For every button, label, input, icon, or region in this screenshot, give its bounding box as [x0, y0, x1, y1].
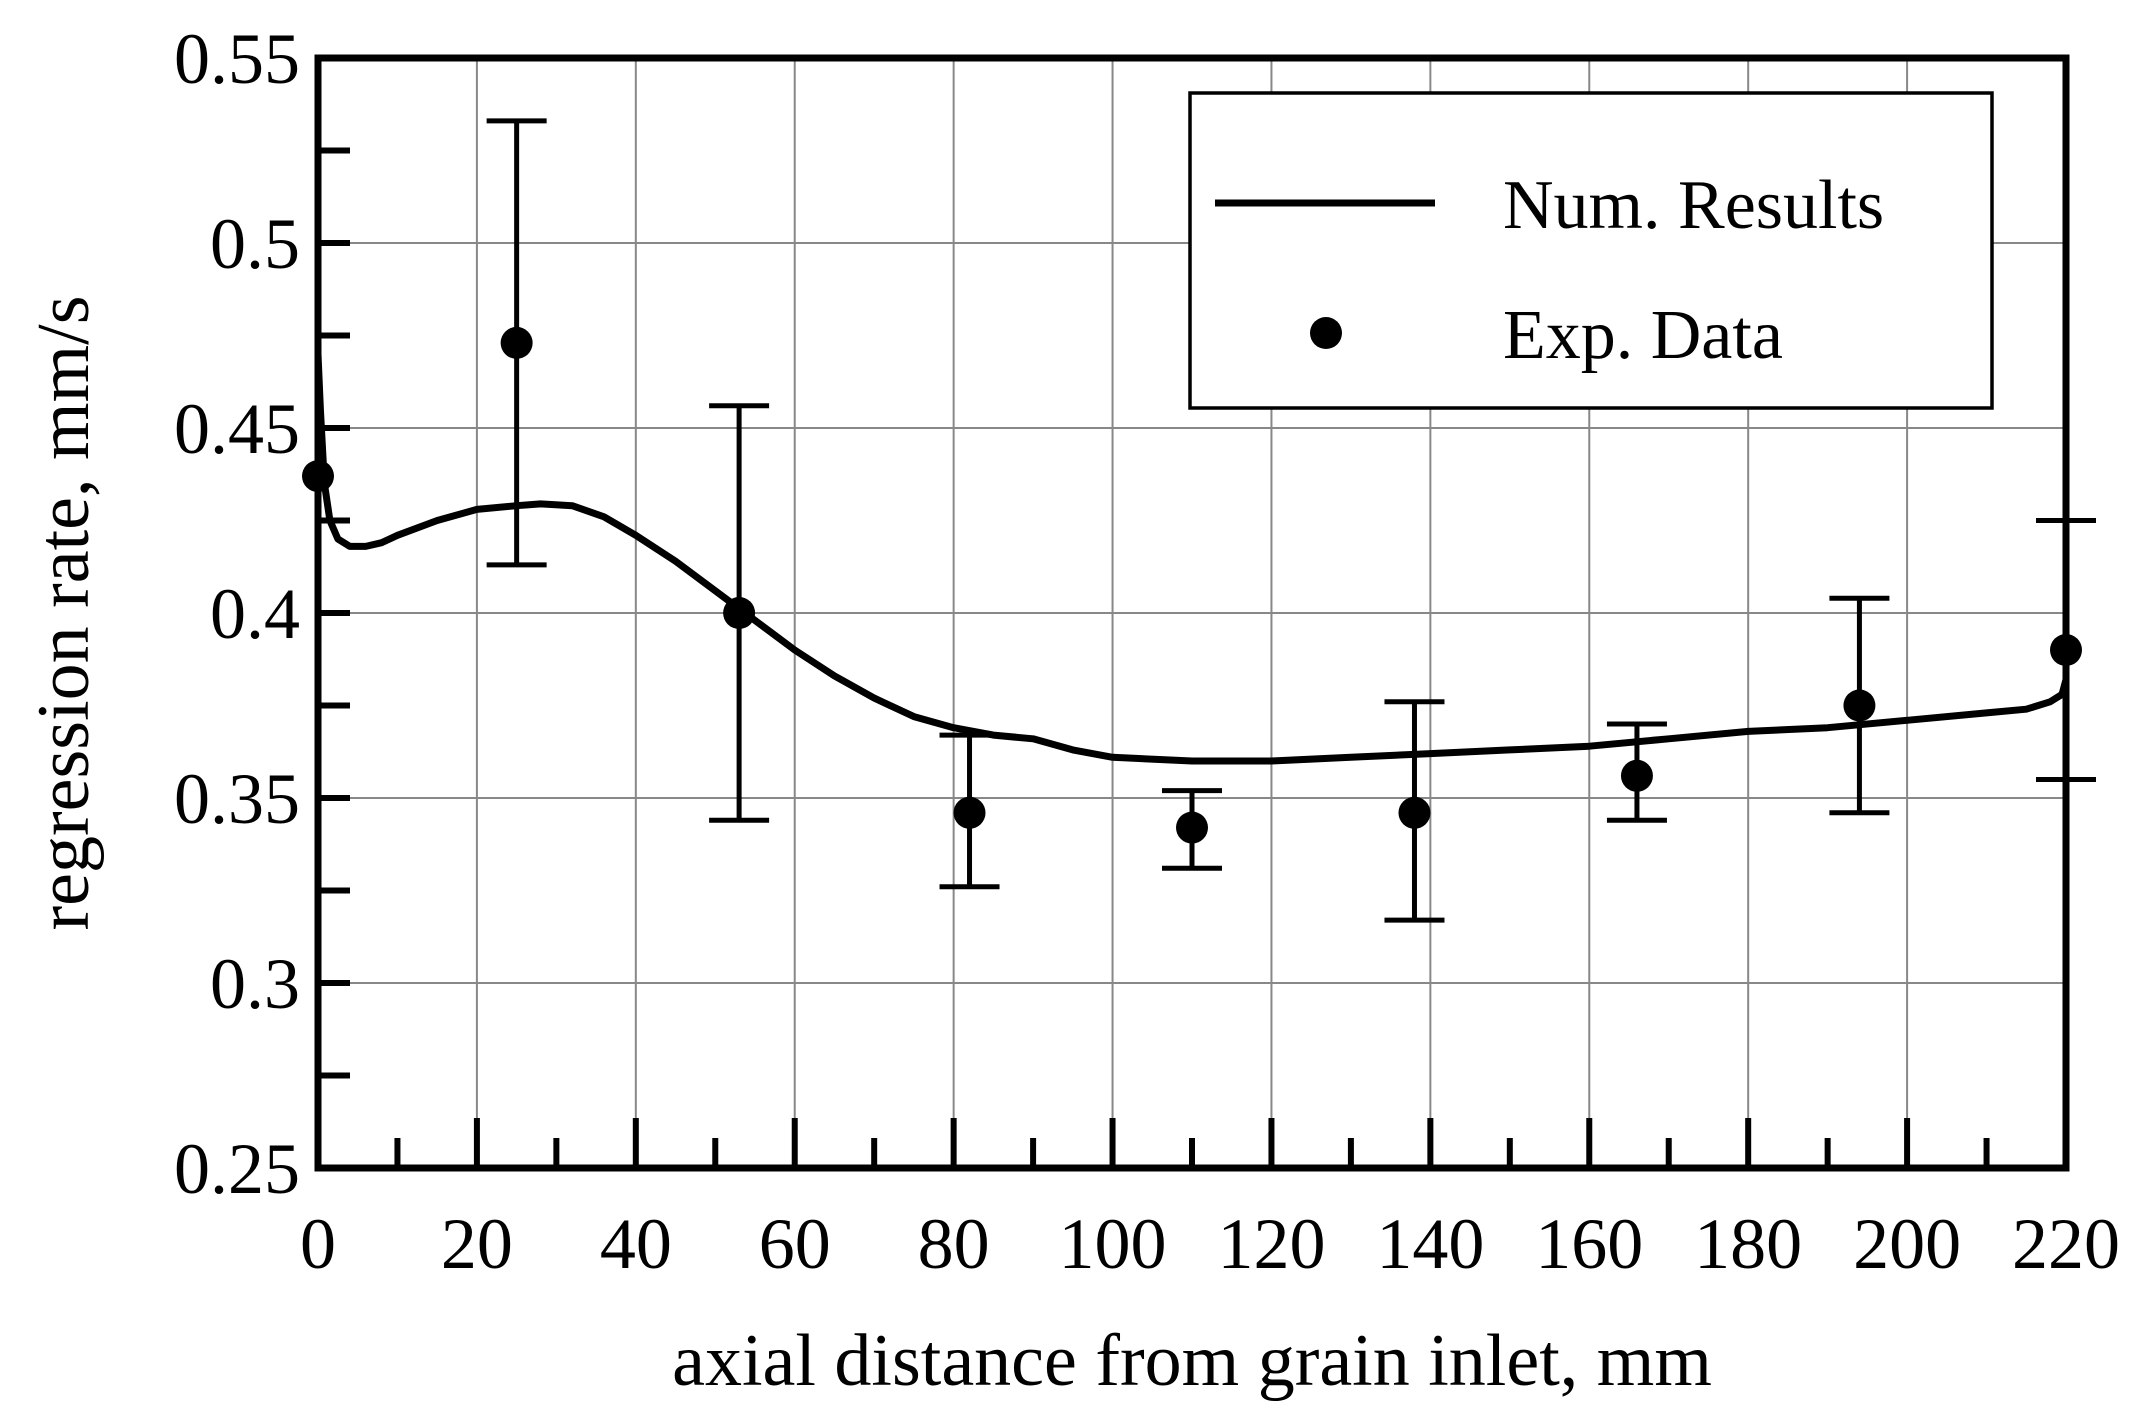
y-tick-label: 0.4 [210, 574, 300, 654]
data-point [953, 796, 986, 829]
x-tick-label: 0 [300, 1204, 336, 1284]
legend: Num. Results Exp. Data [1188, 91, 1994, 410]
y-tick-label: 0.45 [174, 389, 300, 469]
series-num-results [314, 350, 2070, 765]
y-tick-label: 0.3 [210, 944, 300, 1024]
data-point [500, 326, 533, 359]
y-tick-label: 0.55 [174, 19, 300, 99]
tick-marks [315, 55, 2069, 1171]
x-tick-label: 20 [441, 1204, 513, 1284]
x-tick-label: 220 [2012, 1204, 2120, 1284]
x-tick-label: 100 [1059, 1204, 1167, 1284]
y-tick-label: 0.5 [210, 204, 300, 284]
legend-box [1188, 91, 1994, 410]
x-tick-label: 60 [759, 1204, 831, 1284]
x-tick-label: 40 [600, 1204, 672, 1284]
y-tick-label: 0.25 [174, 1129, 300, 1209]
legend-label-exp-data: Exp. Data [1503, 297, 1783, 374]
data-point [723, 597, 756, 629]
x-tick-label: 120 [1217, 1204, 1325, 1284]
y-axis-label: regression rate, mm/s [23, 296, 105, 931]
line-num-results [314, 350, 2070, 765]
x-tick-label: 180 [1694, 1204, 1802, 1284]
x-tick-labels: 0 20 40 60 80 100 120 140 160 180 200 220 [300, 1204, 2120, 1284]
x-tick-label: 140 [1376, 1204, 1484, 1284]
y-tick-labels: 0.25 0.3 0.35 0.4 0.45 0.5 0.55 [174, 19, 300, 1209]
legend-swatch-exp-data [1310, 317, 1342, 349]
y-tick-label: 0.35 [174, 759, 300, 839]
x-axis-label: axial distance from grain inlet, mm [672, 1320, 1712, 1402]
data-point [1398, 796, 1431, 829]
x-tick-label: 200 [1853, 1204, 1961, 1284]
data-point [1843, 689, 1876, 722]
plot-frame [314, 54, 2070, 1172]
data-point [1176, 811, 1208, 844]
data-point [1620, 759, 1653, 792]
legend-label-num-results: Num. Results [1503, 167, 1884, 244]
x-tick-label: 160 [1535, 1204, 1643, 1284]
x-tick-label: 80 [918, 1204, 990, 1284]
